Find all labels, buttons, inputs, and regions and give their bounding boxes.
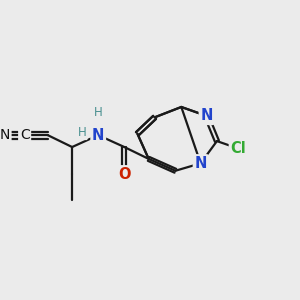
Text: Cl: Cl <box>230 141 246 156</box>
Text: N: N <box>92 128 104 143</box>
Text: N: N <box>200 108 213 123</box>
Text: N: N <box>194 156 207 171</box>
Text: C: C <box>20 128 29 142</box>
Text: H: H <box>77 126 86 139</box>
Text: H: H <box>94 106 103 119</box>
Text: N: N <box>0 128 10 142</box>
Text: O: O <box>118 167 130 182</box>
